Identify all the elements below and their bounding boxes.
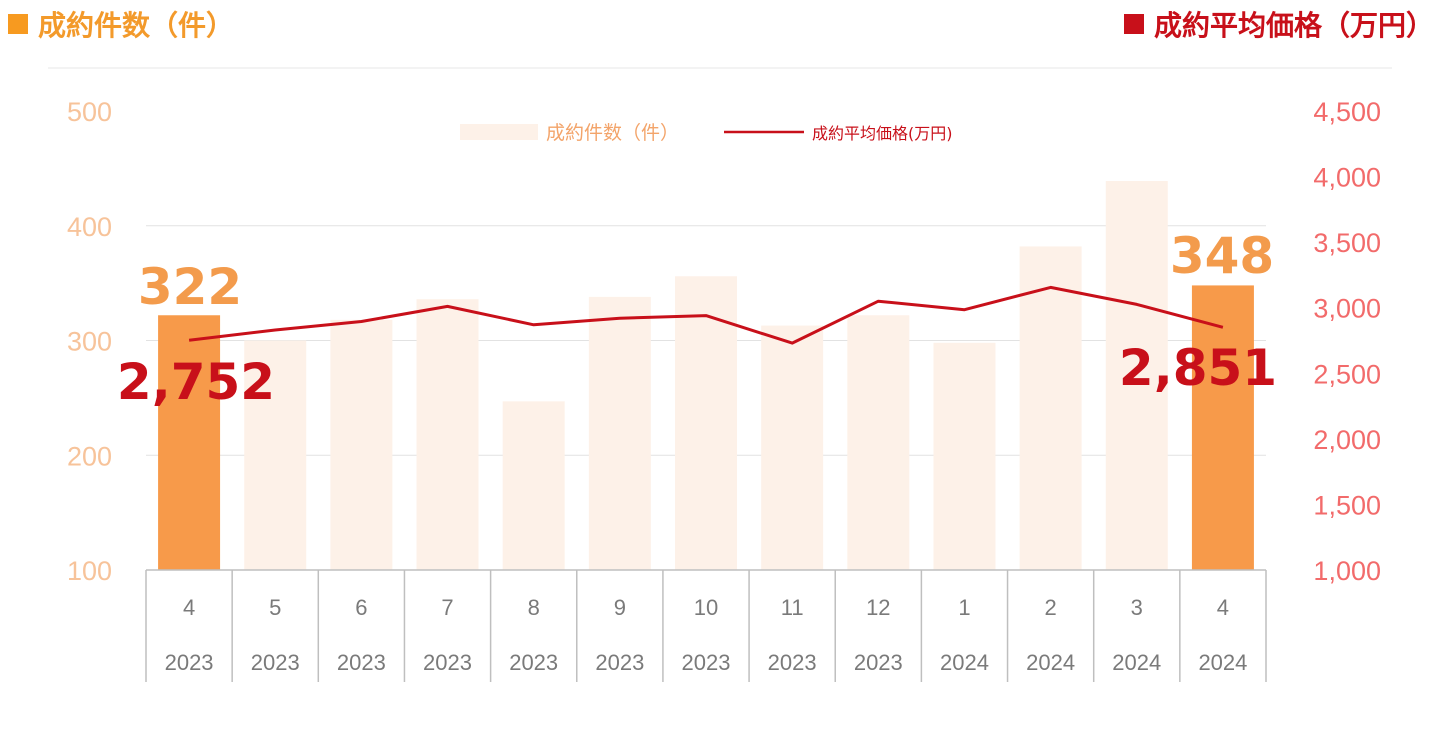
right-tick-label: 3,000 xyxy=(1313,294,1381,324)
left-tick-label: 500 xyxy=(67,97,112,127)
x-tick-year: 2023 xyxy=(509,650,558,675)
bar-9-2023 xyxy=(588,296,651,570)
x-tick-month: 4 xyxy=(183,595,195,620)
x-tick-year: 2023 xyxy=(595,650,644,675)
left-tick-label: 400 xyxy=(67,212,112,242)
x-tick-month: 1 xyxy=(958,595,970,620)
right-tick-label: 1,000 xyxy=(1313,556,1381,586)
right-tick-label: 3,500 xyxy=(1313,228,1381,258)
x-tick-month: 4 xyxy=(1217,595,1229,620)
x-tick-month: 8 xyxy=(528,595,540,620)
x-tick-year: 2023 xyxy=(854,650,903,675)
right-tick-label: 4,500 xyxy=(1313,97,1381,127)
left-y-axis: 100 200 300 400 500 xyxy=(67,97,112,586)
x-tick-year: 2023 xyxy=(768,650,817,675)
callout-first-count: 322 xyxy=(138,258,242,316)
left-tick-label: 200 xyxy=(67,441,112,471)
bar-6-2023 xyxy=(330,319,393,570)
bar-2-2024 xyxy=(1019,246,1082,570)
x-tick-year: 2024 xyxy=(940,650,989,675)
x-tick-month: 6 xyxy=(355,595,367,620)
right-tick-label: 2,000 xyxy=(1313,425,1381,455)
legend-bar-swatch xyxy=(460,124,538,140)
x-tick-year: 2024 xyxy=(1198,650,1247,675)
legend-line-label: 成約平均価格(万円) xyxy=(812,124,953,143)
left-axis-title: 成約件数（件） xyxy=(38,9,235,42)
bars-group xyxy=(158,180,1254,570)
left-tick-label: 300 xyxy=(67,327,112,357)
x-tick-month: 3 xyxy=(1131,595,1143,620)
x-tick-year: 2023 xyxy=(423,650,472,675)
bar-8-2023 xyxy=(502,401,565,570)
x-tick-year: 2023 xyxy=(337,650,386,675)
category-table: 4 2023 5 2023 6 2023 7 2023 8 2023 9 2023 10 2023 11 20… xyxy=(145,569,1267,682)
right-y-axis: 1,000 1,500 2,000 2,500 3,000 3,500 4,000 4,500 xyxy=(1313,97,1381,586)
right-square-icon xyxy=(1123,14,1144,34)
bar-3-2024 xyxy=(1105,180,1168,570)
x-tick-month: 10 xyxy=(694,595,718,620)
right-tick-label: 2,500 xyxy=(1313,359,1381,389)
bar-11-2023 xyxy=(761,325,824,570)
bar-1-2024 xyxy=(933,342,996,570)
x-tick-year: 2024 xyxy=(1026,650,1075,675)
x-tick-month: 11 xyxy=(781,595,804,620)
left-axis-header: 成約件数（件） xyxy=(8,4,234,44)
legend-bar-label: 成約件数（件） xyxy=(546,122,679,144)
x-tick-year: 2023 xyxy=(251,650,300,675)
price-line-group xyxy=(188,285,1224,345)
x-tick-year: 2023 xyxy=(682,650,731,675)
x-tick-month: 7 xyxy=(441,595,453,620)
callout-first-price: 2,752 xyxy=(117,353,275,411)
right-tick-label: 1,500 xyxy=(1313,490,1381,520)
x-tick-month: 9 xyxy=(614,595,626,620)
bar-10-2023 xyxy=(675,276,737,570)
left-tick-label: 100 xyxy=(67,556,112,586)
bar-4-2024 xyxy=(1191,285,1254,570)
right-axis-title: 成約平均価格（万円） xyxy=(1153,9,1434,42)
bar-4-2023 xyxy=(158,315,221,570)
x-tick-year: 2024 xyxy=(1112,650,1161,675)
x-tick-month: 2 xyxy=(1044,595,1056,620)
callout-last-count: 348 xyxy=(1170,227,1274,285)
callout-last-price: 2,851 xyxy=(1119,339,1277,397)
x-tick-month: 5 xyxy=(269,595,281,620)
left-square-icon xyxy=(8,14,28,34)
bar-7-2023 xyxy=(416,299,479,570)
legend: 成約件数（件） 成約平均価格(万円) xyxy=(460,122,953,144)
right-tick-label: 4,000 xyxy=(1313,163,1381,193)
right-axis-header: 成約平均価格（万円） xyxy=(1123,4,1434,44)
bar-12-2023 xyxy=(847,315,910,570)
x-tick-year: 2023 xyxy=(165,650,214,675)
x-tick-month: 12 xyxy=(866,595,890,620)
bar-5-2023 xyxy=(244,340,307,570)
